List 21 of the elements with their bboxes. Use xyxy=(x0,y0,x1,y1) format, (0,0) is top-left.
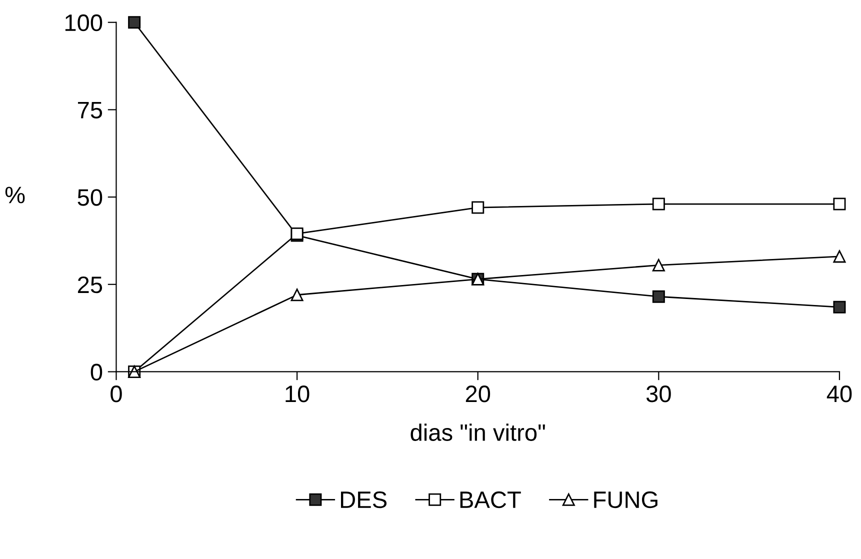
x-tick-label: 20 xyxy=(466,386,490,402)
x-tick-label: 10 xyxy=(286,386,310,402)
point xyxy=(652,290,665,303)
point xyxy=(833,300,846,314)
legend-label: FUNG xyxy=(594,491,658,508)
x-tick-label: 0 xyxy=(110,386,122,402)
y-tick-label: 25 xyxy=(78,276,102,294)
y-tick-label: 100 xyxy=(65,14,102,32)
point xyxy=(472,201,484,214)
y-tick-label: 75 xyxy=(78,102,102,118)
y-tick-label: 0 xyxy=(90,364,102,381)
x-axis-title: dias "in vitro" xyxy=(410,424,545,441)
point xyxy=(833,198,846,210)
y-tick-label: 50 xyxy=(78,189,102,206)
legend-label: BACT xyxy=(460,491,521,508)
point xyxy=(652,198,665,210)
y-axis-title: % xyxy=(5,186,25,204)
point xyxy=(128,16,141,29)
x-tick-label: 40 xyxy=(826,386,852,402)
legend-label: DES xyxy=(341,491,387,508)
x-tick-label: 30 xyxy=(646,386,671,402)
